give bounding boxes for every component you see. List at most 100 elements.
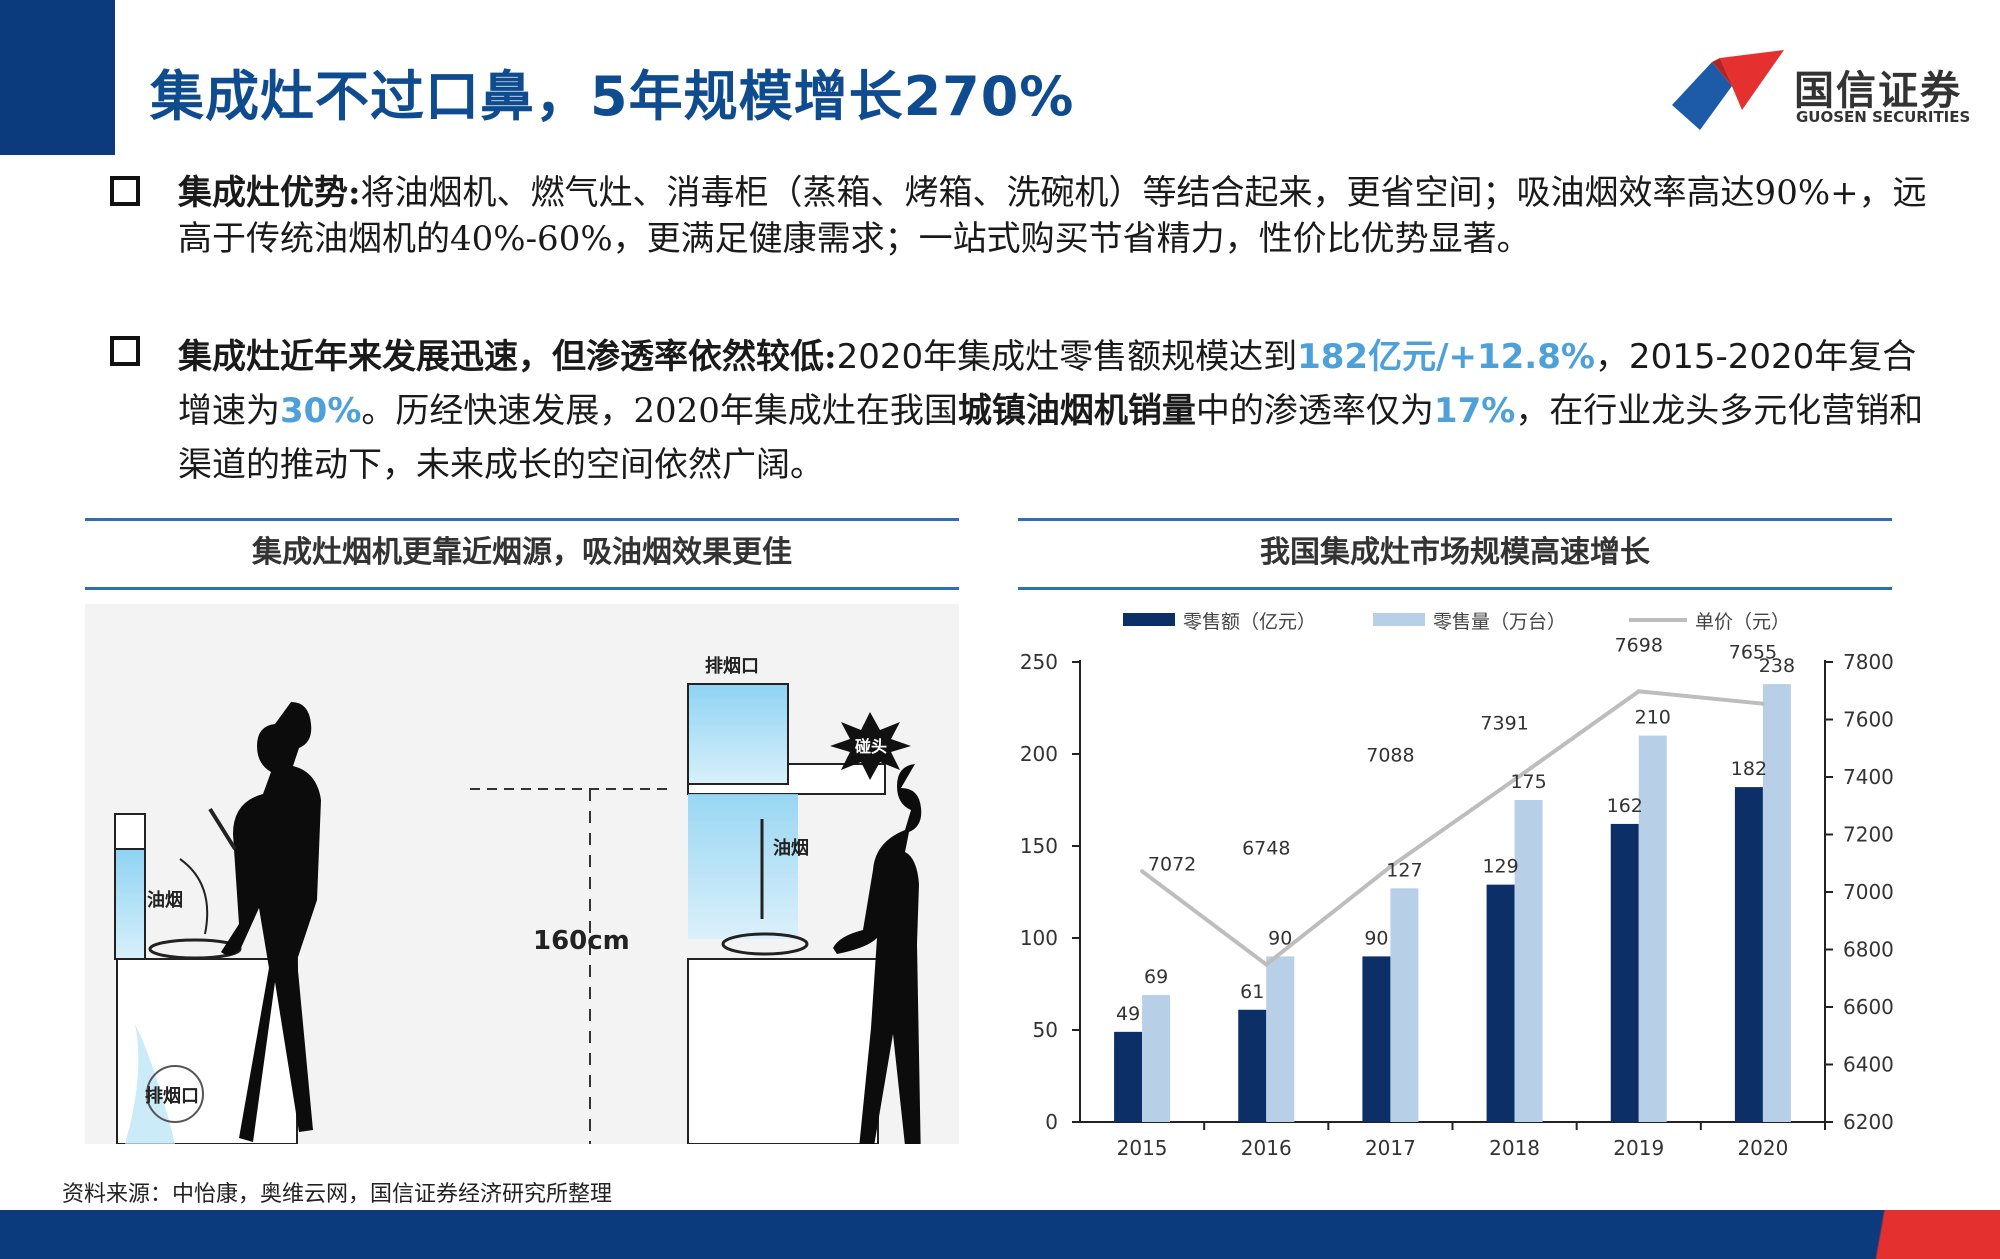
bar-retail-value bbox=[1734, 787, 1763, 1122]
data-label-retail-volume: 238 bbox=[1759, 655, 1795, 677]
logo-name: 国信证券 bbox=[1794, 68, 1962, 114]
data-label-retail-value: 182 bbox=[1731, 758, 1767, 780]
height-label: 160cm bbox=[533, 926, 630, 956]
smoke-left-label: 油烟 bbox=[147, 889, 183, 911]
bar-retail-value bbox=[1486, 884, 1515, 1122]
y-left-tick-label: 100 bbox=[1020, 926, 1058, 950]
data-label-retail-value: 129 bbox=[1482, 856, 1518, 878]
footer-bar bbox=[0, 1210, 2000, 1259]
legend-label-retail-volume: 零售量（万台） bbox=[1433, 611, 1566, 633]
bullet-body: 将油烟机、燃气灶、消毒柜（蒸箱、烤箱、洗碗机）等结合起来，更省空间；吸油烟效率高… bbox=[178, 173, 1927, 259]
bullet-text-part: 中的渗透率仅为 bbox=[1195, 391, 1434, 431]
line-point-unit-price bbox=[1512, 777, 1517, 782]
bullet-text-part: 2020年集成灶零售额规模达到 bbox=[836, 337, 1298, 377]
legend-label-retail-value: 零售额（亿元） bbox=[1183, 611, 1316, 633]
highlight-retail-size: 182亿元/+12.8% bbox=[1297, 337, 1595, 377]
bullet-square-icon bbox=[110, 336, 140, 366]
data-label-retail-volume: 175 bbox=[1510, 771, 1546, 793]
bullet-heading: 集成灶优势: bbox=[178, 173, 361, 213]
x-tick-label: 2020 bbox=[1737, 1136, 1788, 1160]
bold-phrase: 城镇油烟机销量 bbox=[957, 391, 1196, 431]
header-accent-block bbox=[0, 0, 115, 155]
bullet-text-part: ，2015-2020年复合增速为 bbox=[178, 337, 1917, 431]
y-left-tick-label: 250 bbox=[1020, 650, 1058, 674]
chart-bars bbox=[1114, 684, 1791, 1122]
data-label-unit-price: 7088 bbox=[1366, 745, 1414, 767]
y-left-tick-label: 50 bbox=[1033, 1018, 1058, 1042]
footer-accent bbox=[1830, 1210, 2000, 1259]
market-growth-chart: 零售额（亿元） 零售量（万台） 单价（元） 0 50 100 150 200 250 620… bbox=[1020, 611, 1894, 1160]
line-point-unit-price bbox=[1760, 701, 1765, 706]
bullet-text: 集成灶近年来发展迅速，但渗透率依然较低:2020年集成灶零售额规模达到182亿元… bbox=[178, 330, 1928, 492]
smoke-right-label: 油烟 bbox=[773, 837, 809, 859]
source-note: 资料来源：中怡康，奥维云网，国信证券经济研究所整理 bbox=[62, 1182, 613, 1207]
y-right-tick-label: 7200 bbox=[1843, 823, 1894, 847]
legend-label-unit-price: 单价（元） bbox=[1695, 611, 1790, 633]
bar-retail-volume bbox=[1638, 735, 1667, 1122]
bar-retail-volume bbox=[1762, 684, 1791, 1122]
exhaust-bottom-label: 排烟口 bbox=[145, 1085, 199, 1107]
hit-head-label: 碰头 bbox=[855, 737, 887, 756]
data-label-retail-volume: 90 bbox=[1268, 927, 1292, 949]
highlight-cagr: 30% bbox=[280, 391, 362, 431]
line-point-unit-price bbox=[1636, 689, 1641, 694]
y-right-tick-label: 7600 bbox=[1843, 708, 1894, 732]
y-right-tick-label: 7400 bbox=[1843, 765, 1894, 789]
line-point-unit-price bbox=[1140, 869, 1145, 874]
exhaust-top-label: 排烟口 bbox=[705, 655, 759, 677]
y-right-tick-label: 6400 bbox=[1843, 1053, 1894, 1077]
data-label-retail-value: 61 bbox=[1240, 981, 1264, 1003]
y-right-tick-label: 7800 bbox=[1843, 650, 1894, 674]
line-point-unit-price bbox=[1388, 864, 1393, 869]
bullet-text-part: 。历经快速发展，2020年集成灶在我国 bbox=[361, 391, 958, 431]
x-tick-label: 2019 bbox=[1613, 1136, 1664, 1160]
data-label-unit-price: 7655 bbox=[1729, 642, 1777, 664]
logo-subtitle: GUOSEN SECURITIES bbox=[1796, 108, 1971, 126]
data-label-retail-value: 49 bbox=[1116, 1003, 1140, 1025]
y-right-tick-label: 6800 bbox=[1843, 938, 1894, 962]
right-panel-title: 我国集成灶市场规模高速增长 bbox=[1018, 518, 1892, 590]
data-label-unit-price: 7698 bbox=[1615, 634, 1663, 656]
data-label-unit-price: 7072 bbox=[1148, 853, 1196, 875]
y-right-tick-label: 6200 bbox=[1843, 1110, 1894, 1134]
chart-line bbox=[1140, 689, 1765, 967]
legend-swatch-retail-volume bbox=[1373, 613, 1425, 626]
y-left-tick-label: 0 bbox=[1045, 1110, 1058, 1134]
line-unit-price bbox=[1140, 689, 1764, 967]
y-left-tick-label: 150 bbox=[1020, 834, 1058, 858]
logo-mark-icon bbox=[1672, 50, 1784, 130]
left-panel-title: 集成灶烟机更靠近烟源，吸油烟效果更佳 bbox=[85, 518, 959, 590]
y-left-tick-label: 200 bbox=[1020, 742, 1058, 766]
bullet-square-icon bbox=[110, 176, 140, 206]
data-label-unit-price: 7391 bbox=[1480, 713, 1528, 735]
chart-legend: 零售额（亿元） 零售量（万台） 单价（元） bbox=[1123, 611, 1790, 633]
bar-retail-value bbox=[1238, 1009, 1267, 1122]
bullet-text: 集成灶优势:将油烟机、燃气灶、消毒柜（蒸箱、烤箱、洗碗机）等结合起来，更省空间；… bbox=[178, 170, 1928, 262]
highlight-penetration: 17% bbox=[1433, 391, 1516, 431]
bar-retail-volume bbox=[1390, 888, 1419, 1122]
y-right-tick-label: 7000 bbox=[1843, 880, 1894, 904]
data-label-retail-value: 162 bbox=[1607, 795, 1643, 817]
data-label-unit-price: 6748 bbox=[1242, 837, 1290, 859]
bar-retail-value bbox=[1610, 823, 1639, 1122]
bar-retail-volume bbox=[1514, 800, 1543, 1122]
line-point-unit-price bbox=[1264, 962, 1269, 967]
kitchen-illustration: 排烟口 油烟 160cm 排烟口 油烟 碰头 bbox=[85, 604, 959, 1144]
bullet-text-part: ，在行业龙头多元化营销和渠道的推动下，未来成长的空间依然广阔。 bbox=[178, 391, 1924, 485]
page-title: 集成灶不过口鼻，5年规模增长270% bbox=[150, 65, 1075, 128]
data-label-retail-volume: 69 bbox=[1144, 966, 1168, 988]
x-tick-label: 2015 bbox=[1117, 1136, 1168, 1160]
company-logo: 国信证券 GUOSEN SECURITIES bbox=[1672, 50, 1972, 140]
legend-swatch-retail-value bbox=[1123, 613, 1175, 626]
x-tick-label: 2018 bbox=[1489, 1136, 1540, 1160]
data-label-retail-value: 90 bbox=[1364, 927, 1388, 949]
bar-retail-value bbox=[1362, 956, 1391, 1122]
bar-retail-volume bbox=[1266, 956, 1295, 1122]
x-tick-label: 2016 bbox=[1241, 1136, 1292, 1160]
y-right-tick-label: 6600 bbox=[1843, 995, 1894, 1019]
x-tick-label: 2017 bbox=[1365, 1136, 1416, 1160]
bar-retail-volume bbox=[1142, 995, 1171, 1122]
data-label-retail-volume: 127 bbox=[1386, 859, 1422, 881]
data-label-retail-volume: 210 bbox=[1635, 707, 1671, 729]
